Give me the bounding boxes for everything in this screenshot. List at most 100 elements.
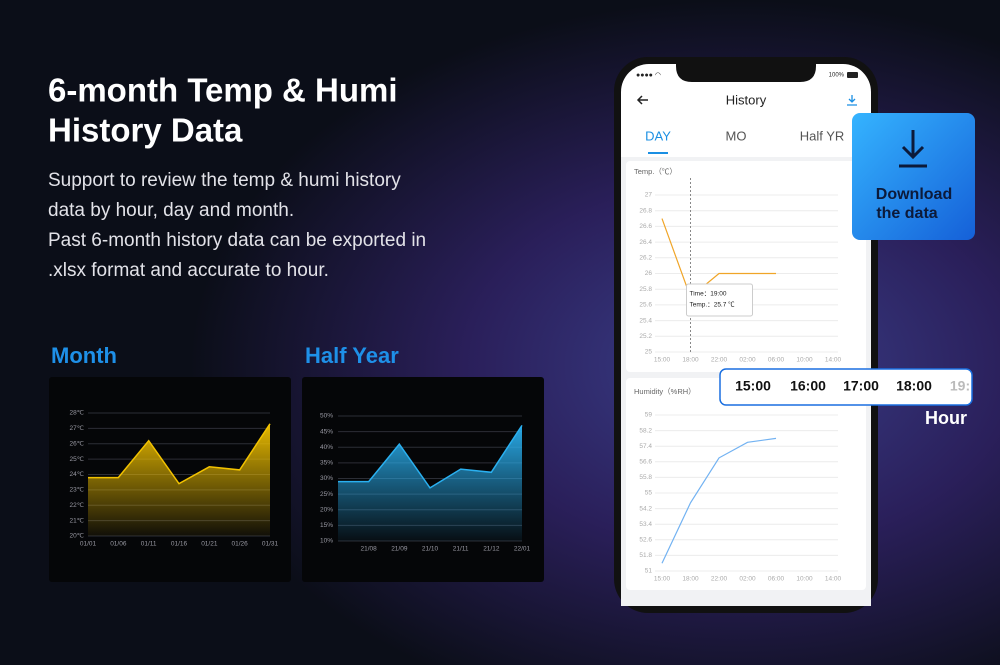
export-button[interactable] xyxy=(847,95,857,106)
y-tick-label: 20% xyxy=(320,506,333,513)
x-tick-label: 10:00 xyxy=(796,357,813,364)
y-tick-label: 22℃ xyxy=(69,502,84,509)
hour-strip xyxy=(719,368,973,406)
x-tick-label: 01/06 xyxy=(110,541,127,548)
x-tick-label: 15:00 xyxy=(654,576,671,583)
y-tick-label: 51.8 xyxy=(639,552,652,559)
y-tick-label: 25℃ xyxy=(69,456,84,463)
y-tick-label: 45% xyxy=(320,428,333,435)
x-tick-label: 06:00 xyxy=(768,576,785,583)
tab-indicator xyxy=(648,152,668,154)
y-tick-label: 23℃ xyxy=(69,487,84,494)
y-tick-label: 35% xyxy=(320,460,333,467)
x-tick-label: 22:00 xyxy=(711,576,728,583)
chart-title: Month xyxy=(51,343,117,368)
x-tick-label: 22/01 xyxy=(514,546,531,553)
battery-text: 100% xyxy=(829,73,845,79)
hour-option: 16:00 xyxy=(790,378,826,394)
hour-option: 18:00 xyxy=(896,378,932,394)
y-tick-label: 26.6 xyxy=(639,223,652,230)
area xyxy=(88,423,270,536)
hour-option: 17:00 xyxy=(843,378,879,394)
y-tick-label: 52.6 xyxy=(639,537,652,544)
y-tick-label: 55 xyxy=(645,490,653,497)
x-tick-label: 18:00 xyxy=(682,357,699,364)
y-tick-label: 27℃ xyxy=(69,425,84,432)
tooltip-text: Time：19:00 xyxy=(690,291,727,298)
download-label: Download xyxy=(876,186,952,203)
hour-label: Hour xyxy=(925,408,967,428)
x-tick-label: 15:00 xyxy=(654,357,671,364)
y-tick-label: 53.4 xyxy=(639,521,652,528)
y-tick-label: 25% xyxy=(320,491,333,498)
battery-icon xyxy=(847,72,858,78)
y-tick-label: 25.8 xyxy=(639,286,652,293)
y-tick-label: 20℃ xyxy=(69,533,84,540)
y-tick-label: 24℃ xyxy=(69,471,84,478)
x-tick-label: 01/31 xyxy=(262,541,279,548)
y-tick-label: 26℃ xyxy=(69,440,84,447)
y-tick-label: 21℃ xyxy=(69,517,84,524)
x-tick-label: 01/26 xyxy=(232,541,249,548)
line xyxy=(88,423,271,485)
y-axis-label: Humidity（%RH） xyxy=(634,387,696,396)
description: .xlsx format and accurate to hour. xyxy=(48,260,329,281)
download-button[interactable] xyxy=(852,113,975,240)
tab[interactable]: DAY xyxy=(645,128,671,143)
x-tick-label: 01/21 xyxy=(201,541,218,548)
y-tick-label: 30% xyxy=(320,475,333,482)
download-icon xyxy=(899,130,927,168)
y-tick-label: 25.4 xyxy=(639,317,652,324)
y-tick-label: 50% xyxy=(320,413,333,420)
hour-option: 19: xyxy=(950,378,970,394)
x-tick-label: 10:00 xyxy=(796,576,813,583)
signal: ●●●● ◠ xyxy=(636,72,661,79)
x-tick-label: 18:00 xyxy=(682,576,699,583)
line xyxy=(661,437,777,564)
x-tick-label: 21/11 xyxy=(453,546,469,553)
x-tick-label: 14:00 xyxy=(825,576,842,583)
y-tick-label: 25.6 xyxy=(639,302,652,309)
y-tick-label: 25.2 xyxy=(639,333,652,340)
y-tick-label: 25 xyxy=(645,349,653,356)
tooltip xyxy=(686,283,753,317)
y-tick-label: 27 xyxy=(645,192,653,199)
x-tick-label: 21/10 xyxy=(422,546,439,553)
card xyxy=(626,161,866,372)
screen-title: History xyxy=(726,92,767,107)
x-tick-label: 01/16 xyxy=(171,541,188,548)
headline: 6-month Temp & Humi xyxy=(48,72,398,109)
headline: History Data xyxy=(48,112,243,149)
x-tick-label: 01/01 xyxy=(80,541,97,548)
description: Past 6-month history data can be exporte… xyxy=(48,230,426,251)
description: Support to review the temp & humi histor… xyxy=(48,170,401,191)
x-tick-label: 01/11 xyxy=(141,541,157,548)
y-tick-label: 40% xyxy=(320,444,333,451)
tab[interactable]: Half YR xyxy=(800,128,845,143)
card xyxy=(626,378,866,590)
y-tick-label: 51 xyxy=(645,568,653,575)
x-tick-label: 21/12 xyxy=(483,546,500,553)
hour-option: 15:00 xyxy=(735,378,771,394)
description: data by hour, day and month. xyxy=(48,200,294,221)
line xyxy=(661,218,776,299)
x-tick-label: 21/08 xyxy=(361,546,378,553)
tooltip-text: Temp.：25.7 ℃ xyxy=(690,301,736,309)
tab[interactable]: MO xyxy=(726,128,747,143)
x-tick-label: 22:00 xyxy=(711,357,728,364)
x-tick-label: 02:00 xyxy=(739,357,756,364)
y-tick-label: 54.2 xyxy=(639,505,652,512)
y-axis-label: Temp.（℃） xyxy=(634,167,677,176)
y-tick-label: 26 xyxy=(645,270,653,277)
notch xyxy=(676,58,816,82)
chart-title: Half Year xyxy=(305,343,399,368)
y-tick-label: 26.8 xyxy=(639,207,652,214)
x-tick-label: 06:00 xyxy=(768,357,785,364)
back-button[interactable] xyxy=(636,95,648,105)
y-tick-label: 15% xyxy=(320,522,333,529)
y-tick-label: 56.6 xyxy=(639,459,652,466)
y-tick-label: 59 xyxy=(645,412,653,419)
y-tick-label: 10% xyxy=(320,538,333,545)
